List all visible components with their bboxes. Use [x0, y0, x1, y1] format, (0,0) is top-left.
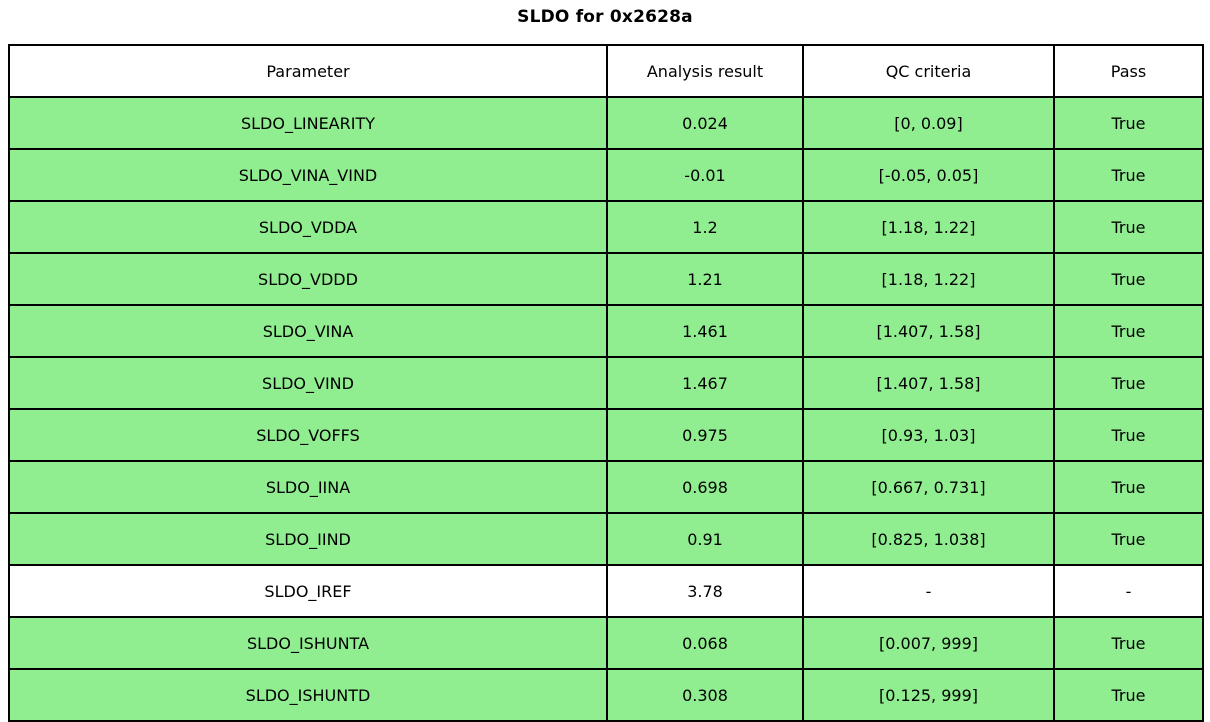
criteria-cell: [0, 0.09]: [802, 96, 1055, 150]
criteria-cell: [0.667, 0.731]: [802, 460, 1055, 514]
pass-cell: True: [1053, 408, 1204, 462]
column-header-pass: Pass: [1053, 44, 1204, 98]
parameter-cell: SLDO_VINA_VIND: [8, 148, 608, 202]
result-cell: 0.91: [606, 512, 804, 566]
criteria-cell: [1.407, 1.58]: [802, 356, 1055, 410]
pass-cell: -: [1053, 564, 1204, 618]
parameter-cell: SLDO_IIND: [8, 512, 608, 566]
result-cell: 1.21: [606, 252, 804, 306]
parameter-cell: SLDO_VIND: [8, 356, 608, 410]
table-row: SLDO_IIND 0.91 [0.825, 1.038] True: [8, 512, 1204, 566]
parameter-cell: SLDO_VOFFS: [8, 408, 608, 462]
qc-figure: SLDO for 0x2628a Parameter Analysis resu…: [8, 7, 1204, 722]
figure-title: SLDO for 0x2628a: [517, 7, 693, 27]
table-row: SLDO_LINEARITY 0.024 [0, 0.09] True: [8, 96, 1204, 150]
criteria-cell: [1.407, 1.58]: [802, 304, 1055, 358]
pass-cell: True: [1053, 616, 1204, 670]
table-row: SLDO_ISHUNTD 0.308 [0.125, 999] True: [8, 668, 1204, 722]
column-header-analysis-result: Analysis result: [606, 44, 804, 98]
table-row: SLDO_VINA_VIND -0.01 [-0.05, 0.05] True: [8, 148, 1204, 202]
pass-cell: True: [1053, 512, 1204, 566]
parameter-cell: SLDO_ISHUNTD: [8, 668, 608, 722]
parameter-cell: SLDO_VDDD: [8, 252, 608, 306]
parameter-cell: SLDO_VINA: [8, 304, 608, 358]
table-row: SLDO_VDDD 1.21 [1.18, 1.22] True: [8, 252, 1204, 306]
table-row: SLDO_VINA 1.461 [1.407, 1.58] True: [8, 304, 1204, 358]
criteria-cell: [0.125, 999]: [802, 668, 1055, 722]
parameter-cell: SLDO_IREF: [8, 564, 608, 618]
result-cell: 1.2: [606, 200, 804, 254]
pass-cell: True: [1053, 668, 1204, 722]
result-cell: 3.78: [606, 564, 804, 618]
table-row: SLDO_VDDA 1.2 [1.18, 1.22] True: [8, 200, 1204, 254]
table-row: SLDO_IINA 0.698 [0.667, 0.731] True: [8, 460, 1204, 514]
qc-table: Parameter Analysis result QC criteria Pa…: [8, 44, 1204, 722]
table-row: SLDO_ISHUNTA 0.068 [0.007, 999] True: [8, 616, 1204, 670]
result-cell: 0.308: [606, 668, 804, 722]
result-cell: 0.975: [606, 408, 804, 462]
parameter-cell: SLDO_IINA: [8, 460, 608, 514]
pass-cell: True: [1053, 200, 1204, 254]
result-cell: 0.024: [606, 96, 804, 150]
pass-cell: True: [1053, 148, 1204, 202]
criteria-cell: [1.18, 1.22]: [802, 252, 1055, 306]
pass-cell: True: [1053, 96, 1204, 150]
pass-cell: True: [1053, 304, 1204, 358]
criteria-cell: [1.18, 1.22]: [802, 200, 1055, 254]
pass-cell: True: [1053, 356, 1204, 410]
table-row: SLDO_VOFFS 0.975 [0.93, 1.03] True: [8, 408, 1204, 462]
parameter-cell: SLDO_LINEARITY: [8, 96, 608, 150]
table-row: SLDO_VIND 1.467 [1.407, 1.58] True: [8, 356, 1204, 410]
table-row: SLDO_IREF 3.78 - -: [8, 564, 1204, 618]
result-cell: 1.461: [606, 304, 804, 358]
criteria-cell: [0.825, 1.038]: [802, 512, 1055, 566]
pass-cell: True: [1053, 460, 1204, 514]
result-cell: 1.467: [606, 356, 804, 410]
header-row: Parameter Analysis result QC criteria Pa…: [8, 44, 1204, 98]
parameter-cell: SLDO_ISHUNTA: [8, 616, 608, 670]
criteria-cell: -: [802, 564, 1055, 618]
pass-cell: True: [1053, 252, 1204, 306]
result-cell: 0.068: [606, 616, 804, 670]
criteria-cell: [0.93, 1.03]: [802, 408, 1055, 462]
result-cell: -0.01: [606, 148, 804, 202]
criteria-cell: [0.007, 999]: [802, 616, 1055, 670]
parameter-cell: SLDO_VDDA: [8, 200, 608, 254]
result-cell: 0.698: [606, 460, 804, 514]
column-header-qc-criteria: QC criteria: [802, 44, 1055, 98]
column-header-parameter: Parameter: [8, 44, 608, 98]
criteria-cell: [-0.05, 0.05]: [802, 148, 1055, 202]
